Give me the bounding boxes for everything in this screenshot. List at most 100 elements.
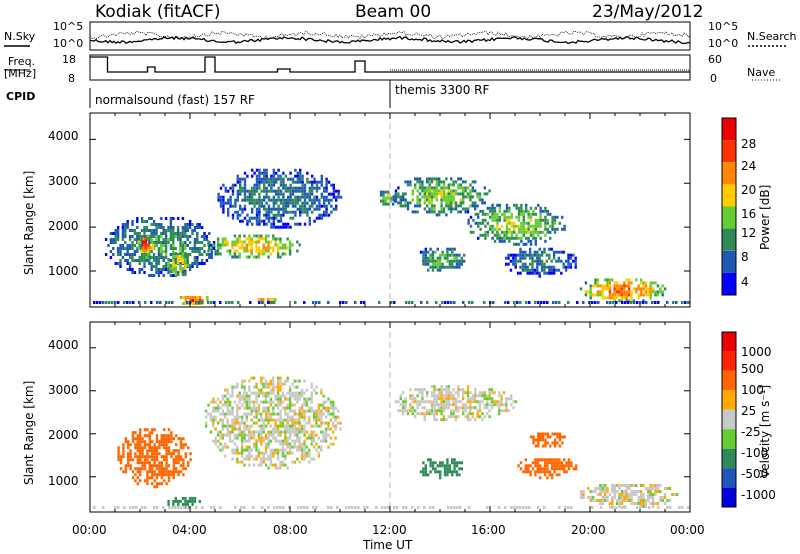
power-panel-cell bbox=[184, 232, 187, 235]
velocity-panel-scatter bbox=[381, 506, 384, 509]
power-panel-cell bbox=[291, 177, 295, 181]
power-panel-cell bbox=[620, 293, 624, 297]
velocity-panel-cell bbox=[440, 385, 443, 389]
velocity-panel-scatter bbox=[498, 506, 501, 509]
velocity-panel-cell bbox=[536, 464, 539, 468]
velocity-panel-cell bbox=[563, 470, 566, 474]
velocity-panel-cell bbox=[216, 421, 220, 425]
power-panel-cell bbox=[164, 235, 168, 238]
velocity-panel-cell bbox=[146, 449, 149, 453]
power-panel-cell bbox=[613, 284, 616, 288]
power-panel-scatter bbox=[636, 301, 639, 304]
velocity-panel-cell bbox=[279, 397, 282, 401]
velocity-panel-cell bbox=[315, 391, 318, 395]
velocity-panel-cell bbox=[179, 458, 183, 462]
power-panel-cell bbox=[404, 180, 407, 184]
power-panel-cell bbox=[527, 221, 530, 225]
power-panel-cell bbox=[267, 204, 271, 208]
power-panel-cell bbox=[179, 296, 183, 299]
velocity-panel-cell bbox=[453, 464, 456, 468]
power-panel-cell bbox=[311, 180, 314, 184]
velocity-panel-cell bbox=[630, 490, 633, 493]
power-panel-cell bbox=[469, 198, 472, 202]
power-panel-cell bbox=[187, 296, 190, 299]
power-panel-cell bbox=[552, 256, 556, 260]
velocity-panel-cell bbox=[255, 445, 258, 449]
velocity-panel-cell bbox=[534, 444, 538, 448]
velocity-panel-cell bbox=[300, 442, 304, 446]
velocity-panel-cell bbox=[245, 394, 249, 398]
velocity-panel-cell bbox=[172, 458, 175, 462]
velocity-panel-cell bbox=[320, 415, 323, 419]
velocity-panel-cell bbox=[320, 448, 323, 452]
velocity-panel-cell bbox=[257, 409, 261, 413]
velocity-panel-cell bbox=[136, 461, 139, 465]
power-panel-cell bbox=[439, 259, 442, 263]
power-panel-cell bbox=[253, 216, 256, 220]
power-panel-cell bbox=[611, 296, 614, 300]
power-panel-cell bbox=[281, 246, 285, 250]
velocity-panel-cell bbox=[274, 421, 277, 425]
velocity-panel-cell bbox=[272, 436, 275, 440]
power-panel-cell bbox=[263, 219, 266, 223]
power-panel-cell bbox=[543, 268, 546, 272]
velocity-panel-cell bbox=[448, 464, 451, 468]
power-panel-cell bbox=[457, 204, 460, 208]
velocity-panel-cell bbox=[582, 490, 585, 493]
power-panel-cell bbox=[272, 201, 275, 205]
velocity-panel-cell bbox=[257, 418, 261, 422]
power-panel-scatter bbox=[99, 301, 102, 304]
velocity-panel-cell bbox=[184, 455, 187, 459]
power-panel-cell bbox=[303, 210, 307, 214]
velocity-panel-cell bbox=[260, 433, 263, 437]
velocity-panel-cell bbox=[267, 439, 270, 443]
velocity-panel-cell bbox=[332, 412, 335, 416]
velocity-panel-cell bbox=[260, 463, 263, 467]
power-panel-cell bbox=[255, 249, 258, 253]
power-panel-cell bbox=[147, 243, 150, 247]
velocity-panel-cell bbox=[286, 376, 289, 380]
velocity-panel-cell bbox=[224, 442, 227, 446]
power-panel-cell bbox=[522, 209, 525, 213]
power-panel-cell bbox=[496, 215, 499, 219]
power-panel-cell bbox=[306, 177, 309, 181]
power-panel-cell bbox=[243, 189, 247, 193]
power-panel-cell bbox=[553, 227, 557, 231]
velocity-panel-cell bbox=[298, 445, 301, 449]
velocity-panel-cell bbox=[207, 403, 210, 407]
velocity-panel-cell bbox=[143, 440, 147, 444]
velocity-colorbar-swatch bbox=[722, 332, 736, 352]
velocity-panel-cell bbox=[416, 400, 419, 404]
power-panel-cell bbox=[527, 227, 530, 231]
power-panel-cell bbox=[509, 268, 513, 272]
velocity-panel-scatter bbox=[366, 506, 369, 509]
velocity-panel-cell bbox=[245, 397, 249, 401]
velocity-panel-cell bbox=[613, 484, 616, 487]
power-panel-cell bbox=[513, 242, 516, 246]
velocity-panel-cell bbox=[240, 415, 244, 419]
power-panel-cell bbox=[188, 226, 192, 229]
power-panel-cell bbox=[428, 183, 431, 187]
power-panel-cell bbox=[258, 177, 261, 181]
power-panel-cell bbox=[647, 293, 650, 297]
power-panel-cell bbox=[284, 252, 287, 256]
power-panel-cell bbox=[272, 207, 275, 211]
velocity-panel-cell bbox=[243, 439, 246, 443]
power-panel-cell bbox=[137, 246, 140, 250]
power-panel-cell bbox=[258, 219, 261, 223]
velocity-panel-cell bbox=[454, 403, 458, 407]
velocity-panel-cell bbox=[296, 448, 299, 452]
power-panel-scatter bbox=[156, 301, 159, 304]
velocity-panel-cell bbox=[279, 409, 282, 413]
velocity-panel-scatter bbox=[405, 506, 408, 509]
power-panel-cell bbox=[625, 293, 628, 297]
power-panel-cell bbox=[303, 204, 307, 208]
velocity-panel-cell bbox=[298, 391, 301, 395]
power-panel-cell bbox=[231, 183, 235, 187]
velocity-panel-cell bbox=[438, 391, 441, 395]
power-panel-cell bbox=[451, 247, 454, 251]
velocity-panel-cell bbox=[543, 470, 547, 474]
power-panel-cell bbox=[627, 290, 631, 294]
power-panel-cell bbox=[172, 235, 175, 238]
power-panel-cell bbox=[289, 198, 292, 202]
